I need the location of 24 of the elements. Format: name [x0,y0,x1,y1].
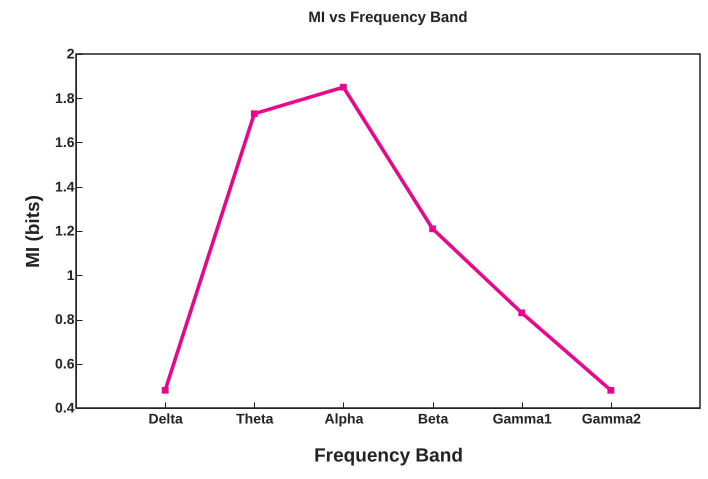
y-tick-label: 0.8 [55,311,75,327]
x-tick-label: Gamma1 [492,410,552,426]
x-tick-label: Theta [236,410,274,426]
chart-title: MI vs Frequency Band [308,9,468,26]
x-axis-title: Frequency Band [314,446,463,466]
point [250,110,258,118]
y-tick-label: 1.4 [55,178,75,194]
y-tick-label: 0.6 [55,355,75,372]
y-tick-label: 2 [66,46,75,62]
x-tick-label: Beta [418,410,448,426]
point [518,310,526,316]
x-tick-label: Delta [148,410,183,426]
y-tick-label: 1 [66,266,75,283]
point [162,386,168,394]
y-tick-label: 0.4 [55,400,75,416]
y-tick-label: 1.8 [55,90,75,106]
point [608,386,614,394]
point [340,84,347,91]
x-tick-label: Gamma2 [582,410,642,426]
x-tick-label: Alpha [324,410,364,426]
y-tick-label: 1.2 [55,222,75,238]
point [429,225,436,232]
y-axis-title: MI (bits) [23,195,44,268]
y-tick-label: 1.6 [55,134,75,150]
